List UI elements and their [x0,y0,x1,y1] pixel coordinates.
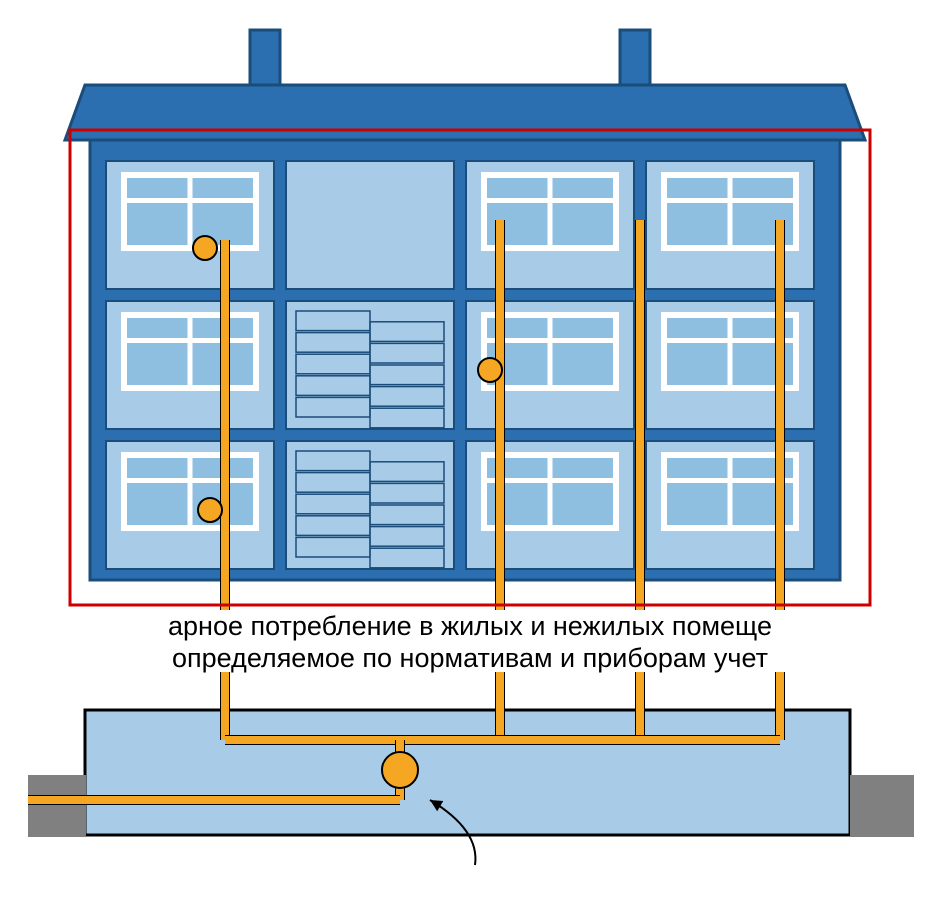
label-line-2: определяемое по нормативам и приборам уч… [95,642,845,674]
building-utility-diagram: арное потребление в жилых и нежилых поме… [0,0,945,921]
consumption-label: арное потребление в жилых и нежилых поме… [95,610,845,672]
label-line-1: арное потребление в жилых и нежилых поме… [95,610,845,642]
diagram-svg [0,0,945,921]
